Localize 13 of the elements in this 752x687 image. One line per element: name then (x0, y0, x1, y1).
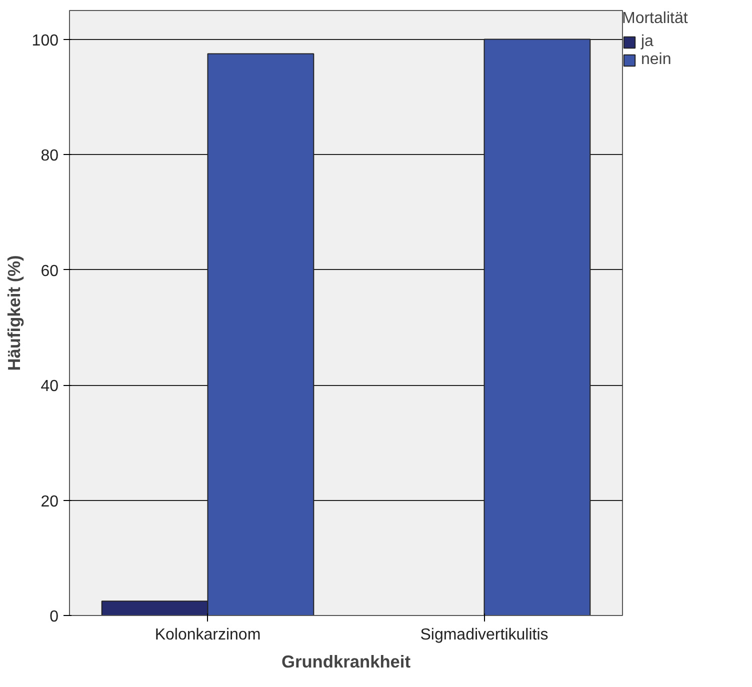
y-tick-label: 0 (50, 608, 59, 626)
y-tick-label: 60 (40, 262, 59, 280)
y-tick-label: 100 (32, 32, 59, 50)
legend-title: Mortalität (622, 10, 688, 28)
x-axis-title: Grundkrankheit (281, 652, 411, 672)
y-tick-label: 40 (40, 378, 59, 396)
y-axis-title: Häufigkeit (%) (4, 255, 24, 371)
y-tick-label: 80 (40, 148, 59, 165)
x-tick-label: Kolonkarzinom (154, 626, 261, 644)
legend-label: ja (641, 33, 654, 51)
x-tick-label: Sigmadivertikulitis (420, 626, 548, 644)
legend-label: nein (641, 51, 672, 69)
y-tick-label: 20 (40, 493, 59, 510)
